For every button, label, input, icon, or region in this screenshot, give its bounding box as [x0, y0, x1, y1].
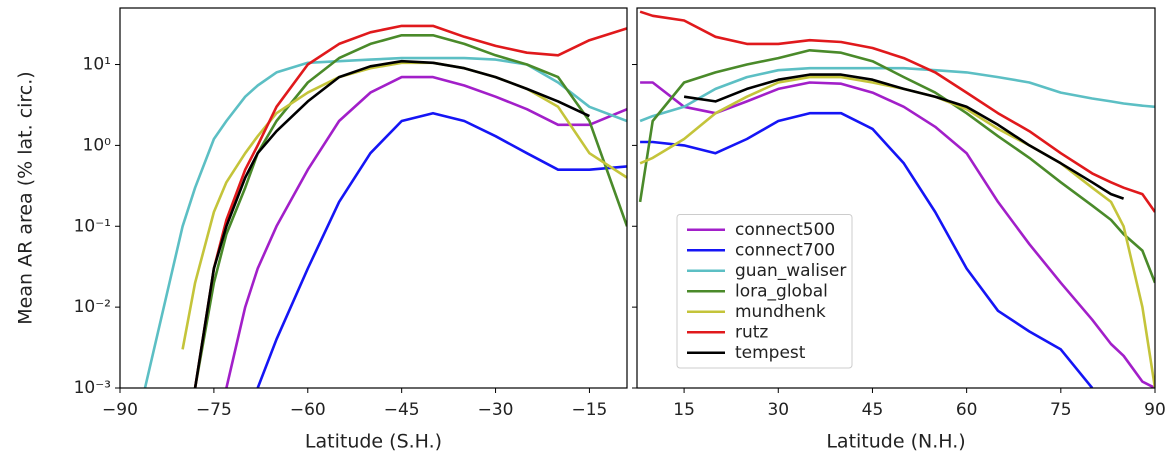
x-axis-label: Latitude (S.H.) [305, 431, 442, 453]
series-line [225, 75, 627, 388]
legend-label: rutz [735, 322, 768, 342]
legend-box [676, 214, 853, 369]
y-tick-label: 10⁰ [83, 135, 112, 155]
series-line [256, 111, 627, 388]
x-tick-label: −60 [290, 400, 326, 420]
y-tick-label: 10⁻¹ [74, 216, 111, 236]
x-tick-label: −75 [196, 400, 232, 420]
y-tick-label: 10⁻² [74, 297, 111, 317]
series-line [193, 24, 627, 388]
legend-label: connect700 [735, 240, 835, 260]
series-group [143, 24, 627, 388]
x-tick-label: −90 [102, 400, 138, 420]
plot-frame [119, 7, 628, 389]
series-group [638, 10, 1155, 388]
legend-label: mundhenk [735, 302, 826, 322]
x-tick-label: 90 [1144, 400, 1166, 420]
series-line [193, 34, 627, 388]
legend-label: guan_waliser [735, 261, 846, 281]
series-line [683, 73, 1125, 200]
x-tick-label: −30 [478, 400, 514, 420]
legend-label: lora_global [735, 281, 828, 301]
series-line [181, 61, 627, 350]
x-tick-label: 60 [956, 400, 978, 420]
legend-label: connect500 [735, 220, 835, 240]
series-line [193, 59, 590, 388]
x-tick-label: 75 [1050, 400, 1072, 420]
plot-frame [636, 7, 1156, 389]
y-axis-label: Mean AR area (% lat. circ.) [15, 71, 37, 324]
legend-label: tempest [735, 343, 806, 363]
y-tick-label: 10¹ [83, 55, 111, 75]
x-tick-label: 45 [862, 400, 884, 420]
x-tick-label: −15 [571, 400, 607, 420]
series-line [639, 66, 1155, 123]
series-line [143, 56, 627, 388]
series-line [639, 10, 1155, 213]
series-line [640, 111, 1094, 388]
series-line [638, 49, 1155, 284]
y-tick-label: 10⁻³ [74, 378, 111, 398]
x-tick-label: 15 [673, 400, 695, 420]
x-tick-label: −45 [384, 400, 420, 420]
x-axis-label: Latitude (N.H.) [826, 431, 965, 453]
x-tick-label: 30 [767, 400, 789, 420]
